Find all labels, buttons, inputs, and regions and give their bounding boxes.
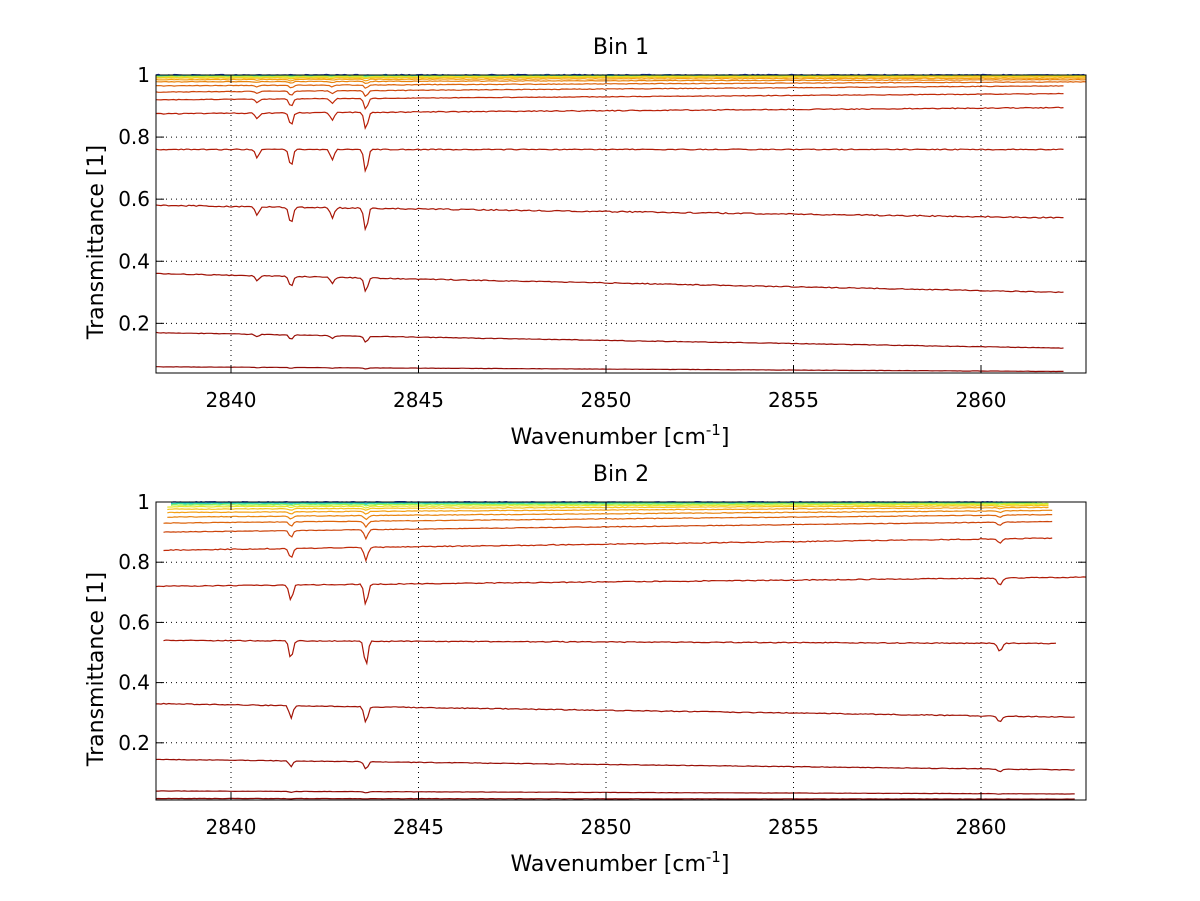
series-lines xyxy=(155,73,1087,373)
y-tick-label: 1 xyxy=(137,490,150,514)
series-line xyxy=(163,639,1057,666)
series-line xyxy=(163,513,1053,529)
series-line xyxy=(155,797,1075,800)
series-line xyxy=(156,790,1075,795)
series-line xyxy=(155,85,1064,98)
series-line xyxy=(167,506,1049,515)
y-tick-label: 0.2 xyxy=(118,311,150,335)
x-tick-label: 2850 xyxy=(581,388,632,412)
x-tick-label: 2840 xyxy=(206,388,257,412)
y-tick-label: 0.4 xyxy=(118,249,150,273)
series-line xyxy=(155,78,1087,85)
x-tick-label: 2845 xyxy=(393,815,444,839)
series-line xyxy=(163,537,1053,563)
series-line xyxy=(170,502,1049,507)
y-axis-label: Transmittance [1] xyxy=(84,572,109,767)
grid-lines xyxy=(156,74,1086,373)
series-line xyxy=(167,504,1049,511)
series-line xyxy=(167,509,1053,521)
y-tick-label: 0.8 xyxy=(118,125,150,149)
y-tick-label: 0.6 xyxy=(118,610,150,634)
series-line xyxy=(163,520,1053,541)
y-tick-label: 0.6 xyxy=(118,187,150,211)
series-lines xyxy=(155,500,1087,800)
x-axis-ticks: 2840 2845 2850 2855 2860 xyxy=(206,502,1007,839)
y-tick-label: 0.2 xyxy=(118,731,150,755)
series-line xyxy=(156,366,1064,373)
y-tick-label: 0.8 xyxy=(118,550,150,574)
plot-frame xyxy=(155,74,1087,374)
series-line xyxy=(155,758,1075,773)
series-line xyxy=(155,106,1064,131)
x-tick-label: 2855 xyxy=(768,388,819,412)
series-line xyxy=(155,204,1064,232)
x-axis-label: Wavenumber [cm-1] xyxy=(511,421,730,450)
y-tick-label: 1 xyxy=(137,63,150,87)
series-line xyxy=(167,503,1049,509)
x-tick-label: 2860 xyxy=(956,815,1007,839)
chart-panel-bin-2: Bin 2 2840 2845 2850 2855 2860 0.2 0.4 0.6 0.8 1… xyxy=(84,462,1087,877)
series-line xyxy=(155,576,1087,606)
chart-title: Bin 2 xyxy=(593,462,649,487)
y-axis-ticks: 0.2 0.4 0.6 0.8 1 xyxy=(118,490,1086,755)
plot-frame xyxy=(155,501,1087,801)
x-tick-label: 2850 xyxy=(581,815,632,839)
x-axis-label: Wavenumber [cm-1] xyxy=(511,848,730,877)
y-axis-label: Transmittance [1] xyxy=(84,145,109,340)
x-tick-label: 2845 xyxy=(393,388,444,412)
y-axis-ticks: 0.2 0.4 0.6 0.8 1 xyxy=(118,63,1086,335)
y-tick-label: 0.4 xyxy=(118,671,150,695)
series-line xyxy=(155,92,1064,110)
series-line xyxy=(155,148,1064,174)
series-line xyxy=(155,80,1087,89)
grid-lines xyxy=(156,501,1086,800)
series-line xyxy=(155,272,1064,294)
x-axis-ticks: 2840 2845 2850 2855 2860 xyxy=(206,75,1007,412)
series-line xyxy=(156,702,1075,724)
series-line xyxy=(155,77,1086,82)
x-tick-label: 2855 xyxy=(768,815,819,839)
x-tick-label: 2860 xyxy=(956,388,1007,412)
series-line xyxy=(155,331,1064,349)
chart-panel-bin-1: Bin 1 2840 2845 2850 2855 2860 0.2 0.4 0.6 0.8 1… xyxy=(84,35,1087,450)
series-line xyxy=(155,75,1087,80)
chart-title: Bin 1 xyxy=(593,35,649,60)
x-tick-label: 2840 xyxy=(206,815,257,839)
